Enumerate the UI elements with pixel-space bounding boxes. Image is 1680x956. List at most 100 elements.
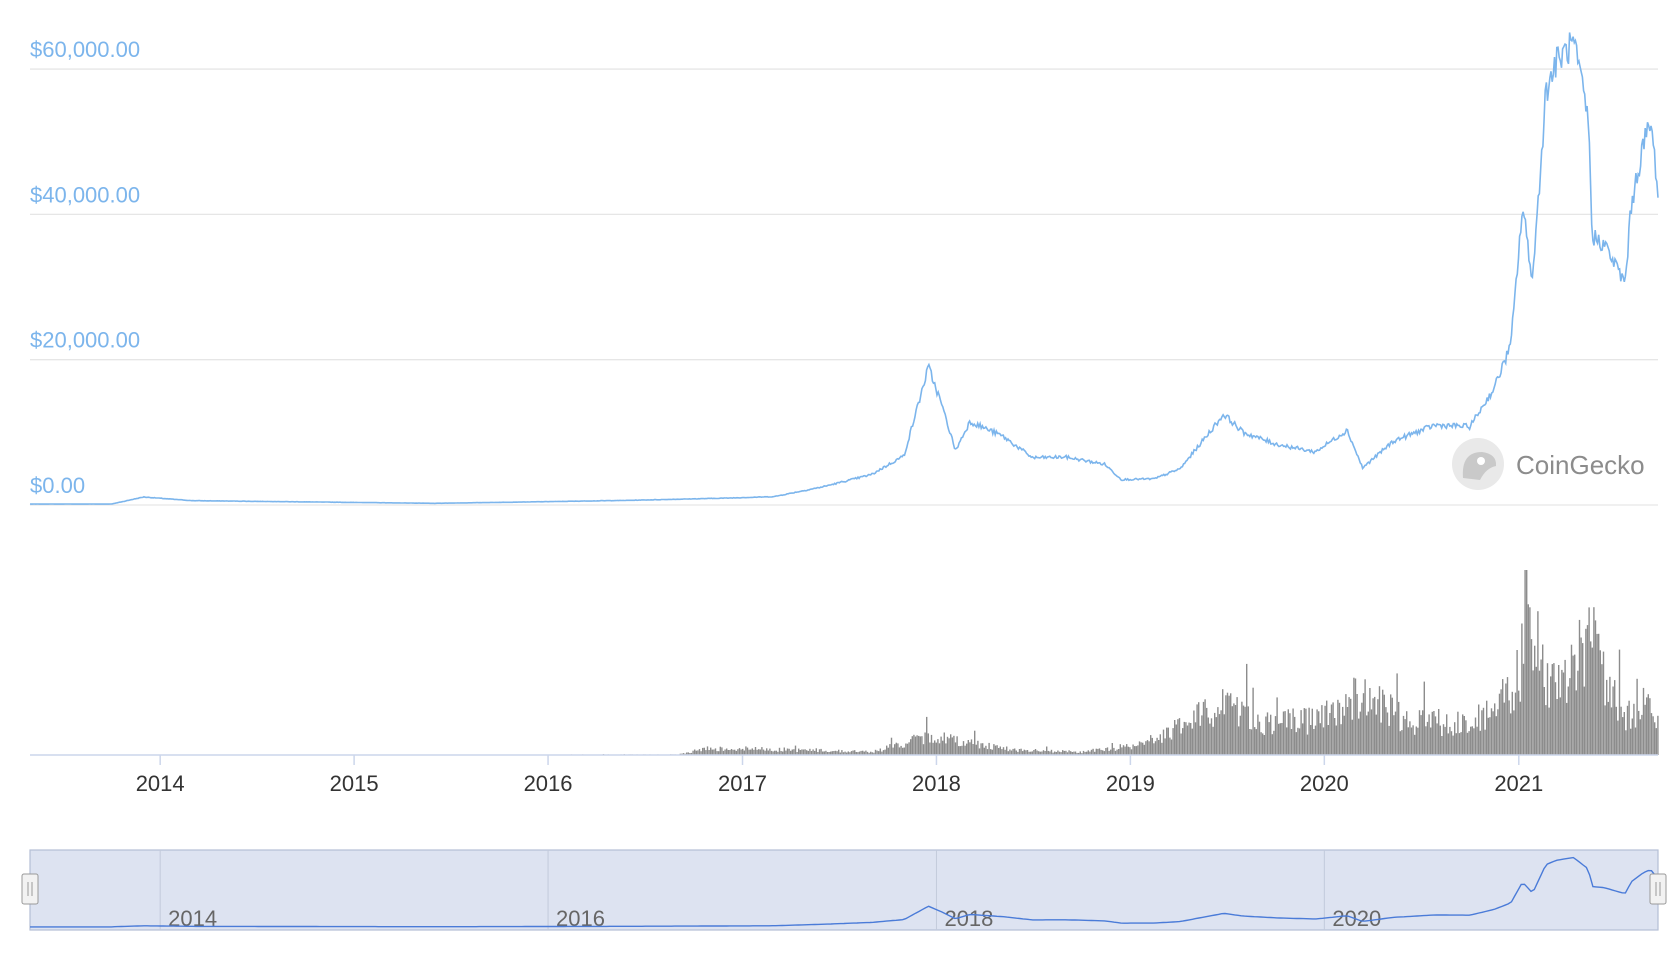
volume-bar: [1652, 716, 1654, 755]
volume-bar: [1425, 726, 1427, 755]
volume-bar: [884, 749, 886, 755]
volume-bar: [1554, 682, 1557, 755]
volume-bar: [1047, 750, 1049, 755]
volume-bar: [817, 752, 819, 755]
volume-bar: [1319, 723, 1321, 755]
volume-bar: [1542, 644, 1544, 755]
volume-bar: [729, 750, 731, 755]
volume-bar: [1102, 750, 1104, 755]
volume-bar: [1401, 730, 1403, 755]
volume-bar: [714, 748, 717, 755]
volume-bar: [871, 752, 873, 755]
volume-bar: [1609, 676, 1611, 755]
handle-body[interactable]: [1649, 873, 1667, 905]
volume-bar: [746, 747, 749, 755]
volume-bar: [1375, 714, 1377, 755]
volume-bar: [908, 742, 910, 755]
volume-bar: [950, 734, 952, 755]
volume-bar: [927, 733, 929, 755]
volume-bar: [1265, 716, 1267, 755]
volume-bar: [1582, 643, 1584, 755]
volume-bar: [1575, 690, 1577, 755]
volume-bar: [1132, 744, 1134, 755]
navigator-right-handle[interactable]: [1649, 873, 1667, 905]
volume-bar: [1127, 746, 1129, 755]
volume-bar: [1066, 752, 1069, 755]
volume-bar: [802, 749, 805, 755]
volume-bar: [798, 748, 800, 755]
volume-bar: [1068, 750, 1070, 755]
navigator-selection[interactable]: [29, 849, 1659, 931]
volume-bar: [1258, 721, 1261, 755]
volume-bar: [767, 750, 769, 755]
volume-bar: [1247, 706, 1249, 755]
navigator-left-handle[interactable]: [21, 873, 39, 905]
volume-bar: [948, 738, 950, 755]
volume-bar: [858, 751, 861, 755]
volume-bar: [1153, 743, 1155, 755]
volume-bar: [943, 732, 945, 755]
volume-bar: [1569, 678, 1571, 755]
volume-bar: [1204, 699, 1206, 755]
volume-bar: [1134, 746, 1136, 755]
volume-bar: [847, 751, 849, 755]
volume-bar: [834, 750, 837, 755]
navigator-axis-label: 2016: [556, 906, 605, 931]
volume-bar: [1426, 721, 1429, 755]
volume-bar: [1446, 714, 1448, 755]
volume-bar: [706, 746, 709, 755]
volume-bar: [786, 748, 789, 755]
volume-bar: [1655, 728, 1657, 755]
volume-bar: [1294, 716, 1296, 755]
volume-bar: [814, 750, 816, 755]
volume-bar: [1372, 698, 1374, 755]
volume-bar: [1487, 717, 1489, 755]
volume-bar: [1604, 705, 1606, 755]
volume-bar: [886, 745, 888, 755]
volume-bar: [1390, 694, 1392, 755]
volume-bar: [1518, 690, 1520, 755]
volume-bar: [1394, 711, 1397, 755]
volume-bar: [1586, 625, 1589, 755]
volume-bar: [1167, 727, 1169, 755]
volume-bar: [1121, 747, 1123, 755]
volume-bar: [1230, 693, 1232, 755]
volume-bar: [1510, 713, 1512, 755]
volume-bar: [1321, 705, 1323, 755]
volume-bar: [1546, 663, 1549, 755]
volume-bar: [1430, 727, 1432, 755]
volume-bar: [1412, 725, 1414, 755]
volume-bar: [1242, 705, 1245, 755]
volume-bar: [1002, 747, 1005, 755]
volume-bar: [1095, 748, 1097, 755]
volume-bar: [839, 752, 841, 755]
volume-bar: [764, 750, 766, 755]
volume-bar: [1018, 749, 1021, 755]
volume-bar: [1086, 751, 1088, 755]
volume-bar: [1154, 741, 1157, 755]
handle-body[interactable]: [21, 873, 39, 905]
volume-bar: [830, 751, 832, 755]
volume-bar: [1366, 715, 1368, 755]
volume-bar: [1110, 749, 1112, 755]
volume-bar: [1551, 664, 1553, 755]
volume-bar: [1638, 710, 1640, 755]
volume-bar: [724, 749, 726, 755]
volume-bar: [721, 747, 723, 755]
volume-bar: [790, 750, 792, 755]
volume-bar: [754, 747, 757, 755]
volume-bar: [1606, 679, 1608, 755]
volume-bar: [1274, 716, 1277, 755]
volume-bar: [831, 751, 833, 755]
volume-bar: [1009, 749, 1011, 755]
volume-bar: [855, 752, 857, 755]
volume-bar: [687, 752, 689, 755]
volume-bar: [1150, 735, 1152, 755]
x-axis-label: 2019: [1106, 771, 1155, 796]
volume-bar: [1591, 647, 1593, 755]
volume-bar: [1210, 718, 1213, 755]
volume-bar: [1561, 669, 1563, 755]
volume-bar: [1193, 710, 1195, 755]
volume-bar: [1462, 714, 1464, 755]
